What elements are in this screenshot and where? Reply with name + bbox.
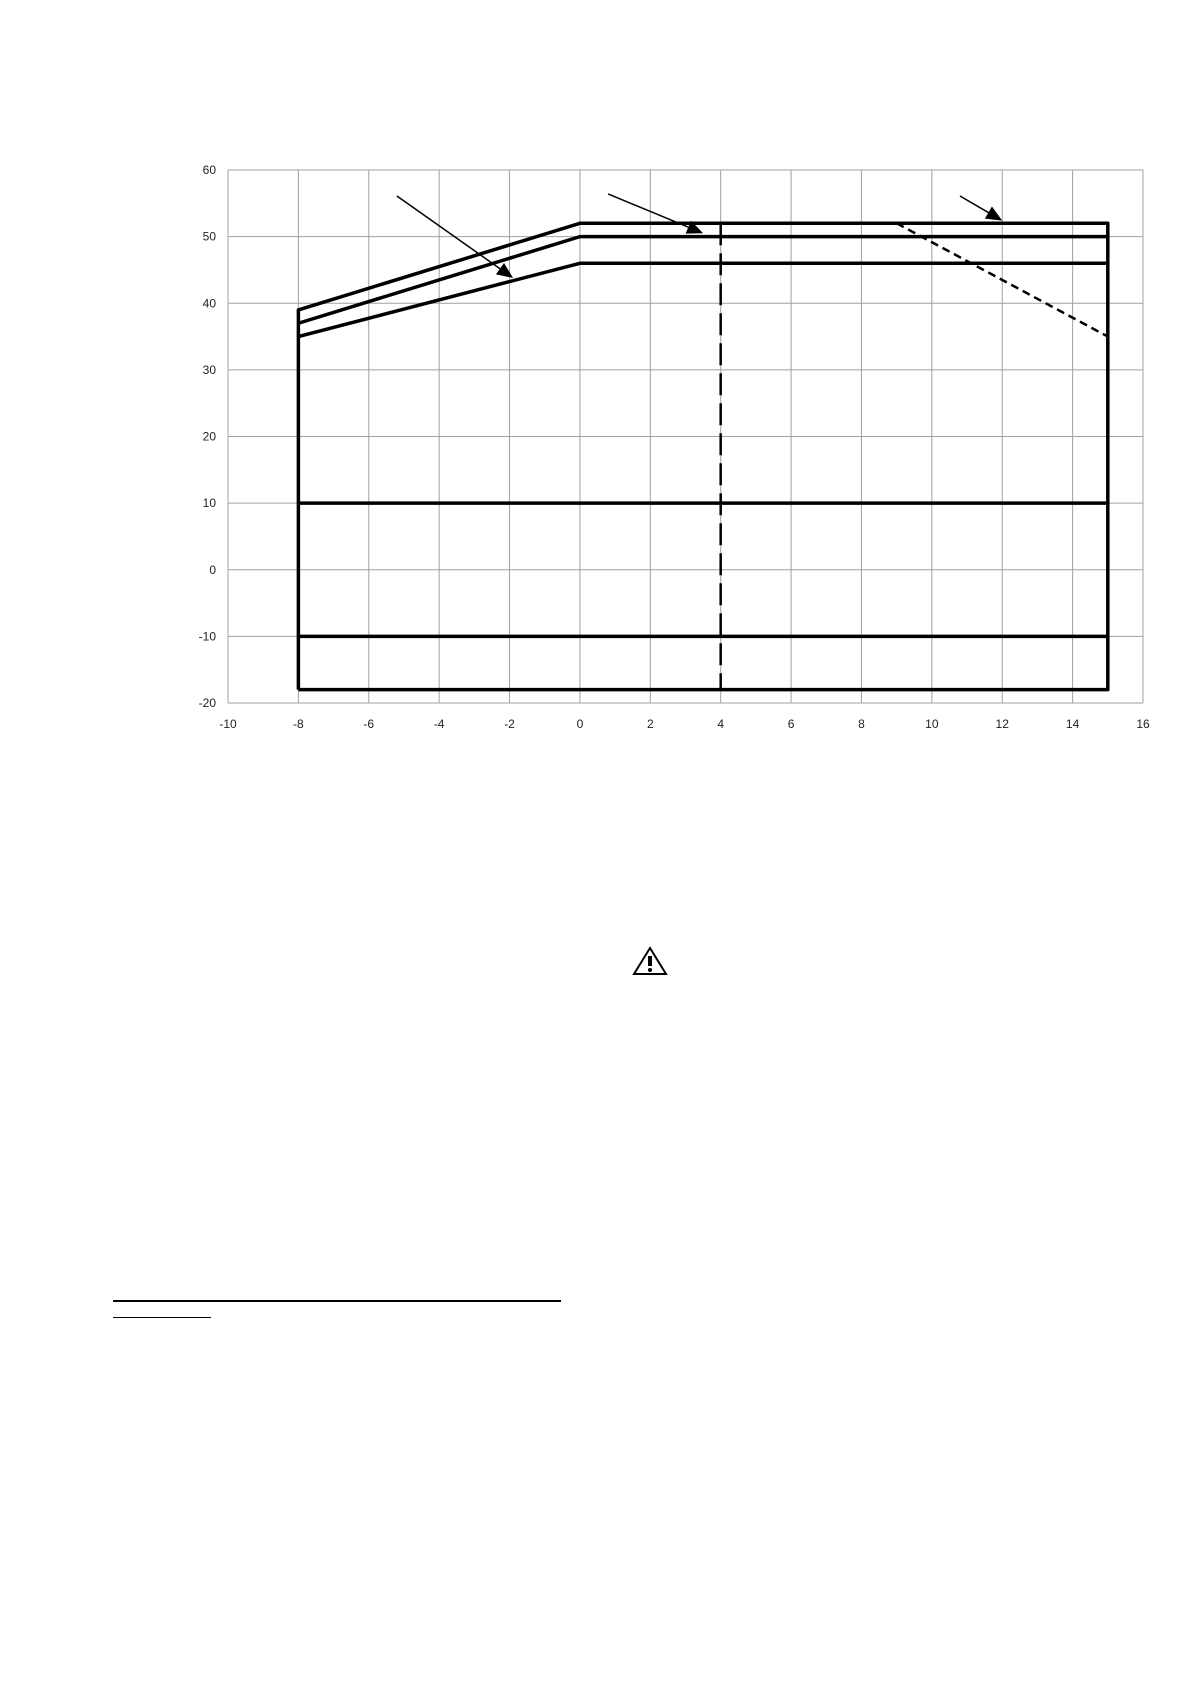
grid [227, 169, 1144, 704]
annotation-arrow-line [396, 195, 501, 270]
tick-labels: -10 -8 -6 -4 -2 0 2 4 6 8 10 12 14 16-20-100102030405… [199, 163, 1150, 731]
series-line-7 [896, 222, 1109, 338]
footnote-separator-short [113, 1317, 211, 1318]
arrowhead-icon [984, 206, 1003, 221]
series-line-1 [296, 221, 1110, 692]
x-tick-label: 14 [1066, 717, 1080, 731]
series [296, 221, 1110, 692]
arrowhead-icon [495, 262, 514, 278]
x-tick-label: 10 [925, 717, 939, 731]
x-tick-label: 2 [647, 717, 654, 731]
x-tick-label: 16 [1136, 717, 1150, 731]
x-tick-label: 0 [577, 717, 584, 731]
x-tick-label: -8 [293, 717, 304, 731]
x-tick-label: 6 [788, 717, 795, 731]
x-tick-label: -10 [219, 717, 237, 731]
y-tick-label: -20 [199, 696, 217, 710]
y-tick-label: 20 [203, 430, 217, 444]
series-line-2 [297, 234, 1108, 325]
x-tick-label: 8 [858, 717, 865, 731]
y-tick-label: 30 [203, 363, 217, 377]
x-tick-label: 12 [996, 717, 1010, 731]
y-tick-label: 50 [203, 230, 217, 244]
y-tick-label: 40 [203, 296, 217, 310]
annotations [396, 193, 1003, 278]
annotation-arrow-line [607, 193, 689, 228]
x-tick-label: -4 [434, 717, 445, 731]
y-tick-label: 0 [209, 563, 216, 577]
footnote-separator [113, 1300, 561, 1302]
y-tick-label: 10 [203, 496, 217, 510]
arrowhead-icon [685, 220, 704, 234]
y-tick-label: 60 [203, 163, 217, 177]
annotation-arrow-line [959, 195, 989, 214]
warning-triangle-icon [632, 946, 668, 975]
x-tick-label: -2 [504, 717, 515, 731]
y-tick-label: -10 [199, 629, 217, 643]
series-line-3 [297, 261, 1108, 339]
x-tick-label: -6 [363, 717, 374, 731]
x-tick-label: 4 [717, 717, 724, 731]
chart: -10 -8 -6 -4 -2 0 2 4 6 8 10 12 14 16-20-100102030405… [199, 163, 1150, 731]
